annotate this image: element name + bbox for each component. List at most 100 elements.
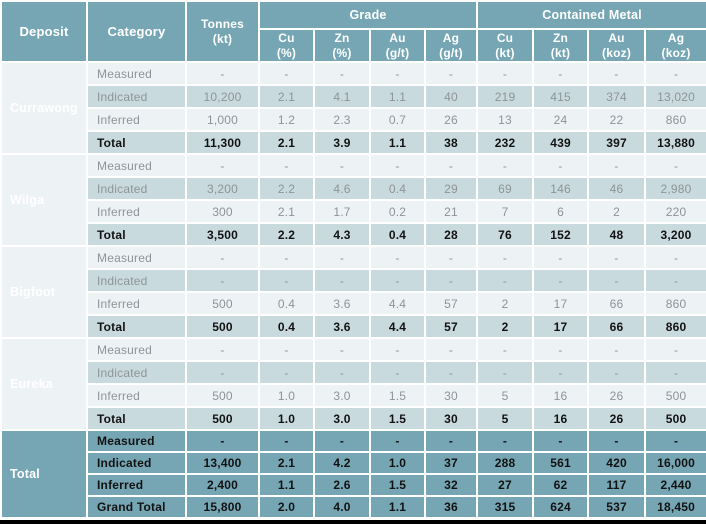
data-cell: - xyxy=(369,360,426,385)
data-cell: - xyxy=(644,429,706,453)
data-cell: - xyxy=(532,153,590,178)
deposit-cell: Currawong xyxy=(0,61,88,155)
data-cell: 4.1 xyxy=(313,84,371,109)
data-cell: 2.1 xyxy=(258,451,315,475)
metal-au-unit: (koz) xyxy=(602,45,632,60)
data-cell: 15,800 xyxy=(185,495,260,519)
metal-cu-unit: (kt) xyxy=(495,45,515,60)
grade-zn-unit: (%) xyxy=(332,45,352,60)
data-cell: 18,450 xyxy=(644,495,706,519)
data-cell: - xyxy=(258,61,315,86)
data-cell: - xyxy=(258,429,315,453)
data-cell: 0.4 xyxy=(258,314,315,339)
data-cell: - xyxy=(532,245,590,270)
data-cell: - xyxy=(587,61,647,86)
data-cell: 500 xyxy=(185,314,260,339)
data-cell: 1.5 xyxy=(369,406,426,431)
data-cell: 232 xyxy=(476,130,535,155)
data-cell: 2,400 xyxy=(185,473,260,497)
data-cell: 439 xyxy=(532,130,590,155)
data-cell: 57 xyxy=(423,314,479,339)
grade-au-header: Au (g/t) xyxy=(369,28,426,63)
data-cell: 30 xyxy=(423,406,479,431)
grade-zn-label: Zn xyxy=(334,31,350,46)
deposit-cell: Wilga xyxy=(0,153,88,247)
data-cell: - xyxy=(423,360,479,385)
data-cell: 2.1 xyxy=(258,84,315,109)
metal-zn-label: Zn xyxy=(552,31,569,46)
category-cell: Inferred xyxy=(86,383,187,408)
data-cell: - xyxy=(644,153,706,178)
deposit-cell: Bigfoot xyxy=(0,245,88,339)
category-cell: Inferred xyxy=(86,291,187,316)
data-cell: 415 xyxy=(532,84,590,109)
data-cell: 500 xyxy=(644,406,706,431)
data-cell: 1.0 xyxy=(258,383,315,408)
data-cell: 3,200 xyxy=(185,176,260,201)
data-cell: - xyxy=(313,268,371,293)
data-cell: 21 xyxy=(423,199,479,224)
data-cell: - xyxy=(587,429,647,453)
category-cell: Indicated xyxy=(86,451,187,475)
data-cell: 4.4 xyxy=(369,291,426,316)
data-cell: - xyxy=(369,268,426,293)
data-cell: 1.7 xyxy=(313,199,371,224)
data-cell: 3.6 xyxy=(313,314,371,339)
data-cell: 2.3 xyxy=(313,107,371,132)
data-cell: 1.1 xyxy=(369,130,426,155)
data-cell: 219 xyxy=(476,84,535,109)
data-cell: - xyxy=(313,61,371,86)
data-cell: 16 xyxy=(532,383,590,408)
data-cell: 40 xyxy=(423,84,479,109)
data-cell: 17 xyxy=(532,314,590,339)
data-cell: 1.1 xyxy=(369,84,426,109)
data-cell: 32 xyxy=(423,473,479,497)
data-cell: 76 xyxy=(476,222,535,247)
data-cell: - xyxy=(369,337,426,362)
data-cell: - xyxy=(476,360,535,385)
data-cell: 4.6 xyxy=(313,176,371,201)
data-cell: 624 xyxy=(532,495,590,519)
data-cell: - xyxy=(258,337,315,362)
data-cell: - xyxy=(532,337,590,362)
deposit-column-header: Deposit xyxy=(0,0,88,63)
table-row: Indicated 10,200 2.1 4.1 1.1 40 219 415 374 13,02… xyxy=(1,84,706,109)
table-row: Inferred 500 1.0 3.0 1.5 30 5 16 26 500 xyxy=(1,383,706,408)
data-cell: 152 xyxy=(532,222,590,247)
category-cell: Indicated xyxy=(86,84,187,109)
data-cell: 0.2 xyxy=(369,199,426,224)
data-cell: - xyxy=(423,429,479,453)
contained-metal-group-header: Contained Metal xyxy=(476,0,706,30)
data-cell: 0.4 xyxy=(258,291,315,316)
data-cell: 2.1 xyxy=(258,130,315,155)
data-cell: - xyxy=(587,153,647,178)
data-cell: 220 xyxy=(644,199,706,224)
data-cell: - xyxy=(258,360,315,385)
category-cell: Inferred xyxy=(86,473,187,497)
metal-ag-header: Ag (koz) xyxy=(644,28,706,63)
data-cell: 2 xyxy=(476,291,535,316)
table-row: Total Measured - - - - - - - - - xyxy=(0,429,706,519)
data-cell: 26 xyxy=(423,107,479,132)
data-cell: - xyxy=(476,429,535,453)
data-cell: 374 xyxy=(587,84,647,109)
category-cell: Indicated xyxy=(86,176,187,201)
data-cell: - xyxy=(185,360,260,385)
data-cell: - xyxy=(369,245,426,270)
data-cell: - xyxy=(532,61,590,86)
data-cell: - xyxy=(476,337,535,362)
category-cell: Total xyxy=(86,222,187,247)
data-cell: 37 xyxy=(423,451,479,475)
grade-ag-unit: (g/t) xyxy=(439,45,463,60)
data-cell: 22 xyxy=(587,107,647,132)
data-cell: - xyxy=(476,245,535,270)
data-cell: - xyxy=(423,245,479,270)
data-cell: 315 xyxy=(476,495,535,519)
data-cell: - xyxy=(587,337,647,362)
table-row: Total 500 0.4 3.6 4.4 57 2 17 66 860 xyxy=(1,314,706,339)
data-cell: - xyxy=(313,245,371,270)
data-cell: - xyxy=(369,61,426,86)
data-cell: 2.6 xyxy=(313,473,371,497)
table-body: Currawong Measured - - - - - - - - - Indicated 10,20… xyxy=(0,61,706,519)
data-cell: - xyxy=(185,429,260,453)
